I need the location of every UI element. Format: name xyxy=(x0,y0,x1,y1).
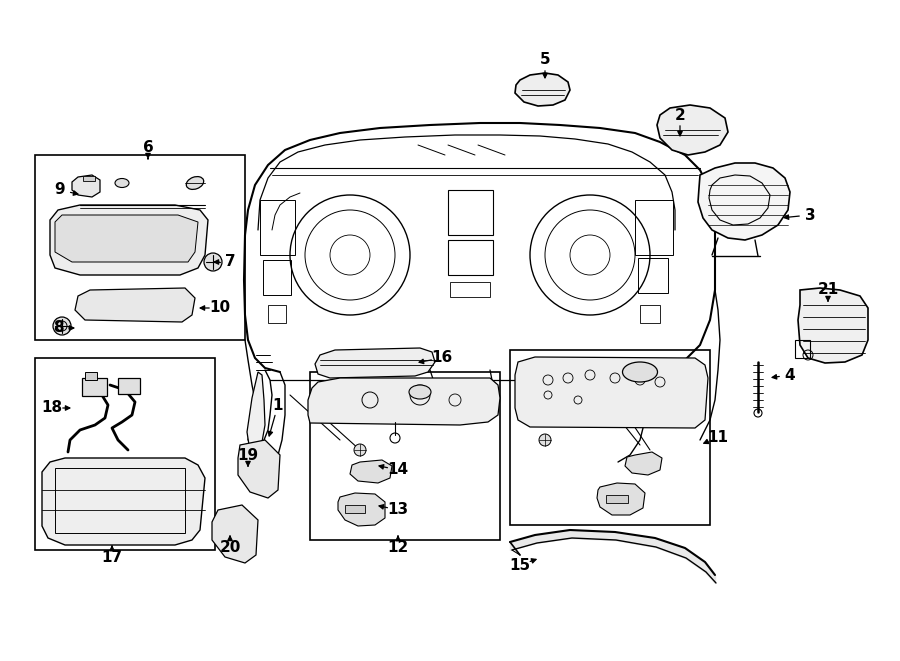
Bar xyxy=(85,372,97,380)
Circle shape xyxy=(354,444,366,456)
Bar xyxy=(83,176,95,181)
Text: 16: 16 xyxy=(431,350,453,366)
Polygon shape xyxy=(338,493,385,526)
Bar xyxy=(638,258,668,293)
Bar xyxy=(448,190,493,235)
Polygon shape xyxy=(798,288,868,363)
Bar xyxy=(448,240,493,275)
Text: 12: 12 xyxy=(387,539,409,555)
Ellipse shape xyxy=(186,176,203,190)
Polygon shape xyxy=(55,215,198,262)
Text: 4: 4 xyxy=(785,368,796,383)
Bar xyxy=(635,200,673,255)
Text: 7: 7 xyxy=(225,254,235,270)
Polygon shape xyxy=(212,505,258,563)
Polygon shape xyxy=(308,378,500,425)
Bar xyxy=(310,372,500,540)
Bar xyxy=(55,468,185,533)
Text: 20: 20 xyxy=(220,541,240,555)
Polygon shape xyxy=(515,73,570,106)
Bar xyxy=(606,495,628,503)
Polygon shape xyxy=(657,105,728,155)
Text: 14: 14 xyxy=(387,463,409,477)
Bar xyxy=(510,350,710,525)
Polygon shape xyxy=(42,458,205,545)
Text: 1: 1 xyxy=(273,397,284,412)
Text: 13: 13 xyxy=(387,502,409,518)
Polygon shape xyxy=(247,372,265,450)
Polygon shape xyxy=(350,460,392,483)
Polygon shape xyxy=(50,205,208,275)
Polygon shape xyxy=(597,483,645,515)
Bar xyxy=(82,378,107,396)
Polygon shape xyxy=(75,288,195,322)
Polygon shape xyxy=(515,357,708,428)
Bar xyxy=(260,200,295,255)
Bar xyxy=(35,358,215,550)
Polygon shape xyxy=(238,440,280,498)
Text: 3: 3 xyxy=(805,208,815,223)
Text: 11: 11 xyxy=(707,430,728,444)
Text: 21: 21 xyxy=(817,282,839,297)
Polygon shape xyxy=(72,175,100,197)
Bar xyxy=(118,378,140,394)
Text: 5: 5 xyxy=(540,52,550,67)
Polygon shape xyxy=(315,348,435,378)
Text: 19: 19 xyxy=(238,447,258,463)
Text: 15: 15 xyxy=(509,557,531,572)
Polygon shape xyxy=(625,452,662,475)
Bar xyxy=(268,305,286,323)
Bar xyxy=(795,340,810,358)
Polygon shape xyxy=(698,163,790,240)
Bar xyxy=(450,282,490,297)
Text: 18: 18 xyxy=(41,401,63,416)
Bar xyxy=(345,505,365,513)
Circle shape xyxy=(204,253,222,271)
Text: 10: 10 xyxy=(210,301,230,315)
Text: 6: 6 xyxy=(142,141,153,155)
Text: 2: 2 xyxy=(675,108,686,122)
Circle shape xyxy=(539,434,551,446)
Text: 9: 9 xyxy=(55,182,66,198)
Text: 8: 8 xyxy=(53,321,63,336)
Text: 17: 17 xyxy=(102,549,122,564)
Bar xyxy=(35,155,245,340)
Bar xyxy=(263,260,291,295)
Circle shape xyxy=(53,317,71,335)
Bar xyxy=(640,305,660,323)
Ellipse shape xyxy=(409,385,431,399)
Ellipse shape xyxy=(623,362,658,382)
Ellipse shape xyxy=(115,178,129,188)
